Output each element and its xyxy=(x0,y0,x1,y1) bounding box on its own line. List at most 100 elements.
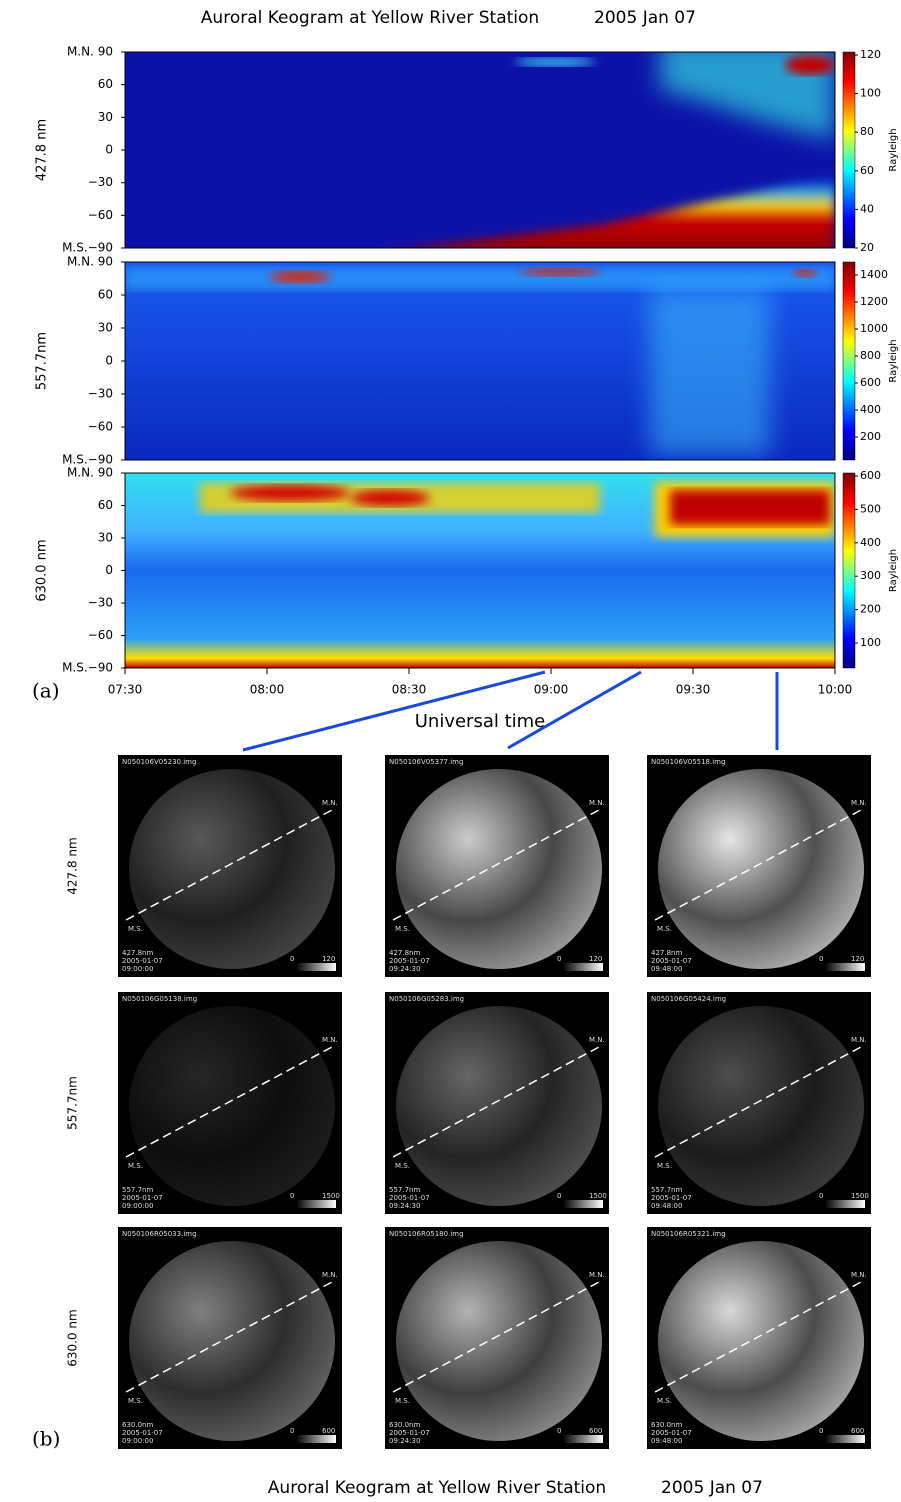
sky-image: N050106G05138.img M.N. M.S. 557.7nm2005-01-… xyxy=(118,992,342,1214)
caption-wavelength: 630.0nm xyxy=(122,1421,153,1429)
meridian xyxy=(654,809,862,921)
colorbar-title: Rayleigh xyxy=(888,128,899,171)
file-name: N050106R05321.img xyxy=(651,1230,726,1238)
caption-date: 2005-01-07 xyxy=(389,1194,430,1202)
y-tick-label: M.S.−90 xyxy=(62,241,113,255)
meridian xyxy=(125,1281,333,1393)
caption-time: 09:00:00 xyxy=(122,1202,153,1210)
caption-time: 09:24:30 xyxy=(389,1202,420,1210)
caption-time: 09:48:00 xyxy=(651,1202,682,1210)
y-tick-label: 0 xyxy=(105,354,113,368)
south-label: M.S. xyxy=(657,1397,672,1405)
south-label: M.S. xyxy=(128,1162,143,1170)
sky-image: N050106V05377.img M.N. M.S. 427.8nm2005-01-… xyxy=(385,755,609,977)
colorbar xyxy=(842,261,856,461)
y-tick-label: M.N. 90 xyxy=(67,255,113,269)
x-tick-label: 09:30 xyxy=(676,683,711,697)
meridian xyxy=(654,1281,862,1393)
caption-wavelength: 427.8nm xyxy=(389,949,420,957)
colorbar-tick-label: 120 xyxy=(860,48,881,61)
keogram-image xyxy=(125,52,835,248)
caption-date: 2005-01-07 xyxy=(651,957,692,965)
sky-image: N050106V05518.img M.N. M.S. 427.8nm2005-01-… xyxy=(647,755,871,977)
caption-date: 2005-01-07 xyxy=(122,1194,163,1202)
intensity-scale xyxy=(825,963,865,971)
scale-min: 0 xyxy=(557,1427,561,1435)
south-label: M.S. xyxy=(657,925,672,933)
colorbar-title: Rayleigh xyxy=(888,549,899,592)
south-label: M.S. xyxy=(657,1162,672,1170)
file-name: N050106G05138.img xyxy=(122,995,197,1003)
meridian xyxy=(125,1046,333,1158)
sky-disk xyxy=(396,769,602,969)
y-tick-label: M.S.−90 xyxy=(62,661,113,675)
y-tick-label: M.N. 90 xyxy=(67,466,113,480)
colorbar-tick-label: 200 xyxy=(860,430,881,443)
caption-time: 09:24:30 xyxy=(389,1437,420,1445)
x-tick-label: 09:00 xyxy=(534,683,569,697)
y-tick-label: M.S.−90 xyxy=(62,453,113,467)
caption-time: 09:48:00 xyxy=(651,965,682,973)
row-label: 630.0 nm xyxy=(66,1309,80,1366)
caption-date: 2005-01-07 xyxy=(122,957,163,965)
keogram-image xyxy=(125,473,835,668)
y-tick-label: 0 xyxy=(105,143,113,157)
caption-date: 2005-01-07 xyxy=(651,1194,692,1202)
sky-image: N050106V05230.img M.N. M.S. 427.8nm2005-01-… xyxy=(118,755,342,977)
caption-date: 2005-01-07 xyxy=(122,1429,163,1437)
scale-max: 1500 xyxy=(851,1192,869,1200)
colorbar-tick-label: 200 xyxy=(860,603,881,616)
row-label: 557.7nm xyxy=(66,1076,80,1130)
north-label: M.N. xyxy=(851,799,867,807)
y-axis-title: 630.0 nm xyxy=(35,539,50,601)
y-axis-title: 557.7nm xyxy=(35,332,50,390)
caption-time: 09:48:00 xyxy=(651,1437,682,1445)
meridian xyxy=(392,809,600,921)
colorbar-tick-label: 500 xyxy=(860,502,881,515)
connector-lines xyxy=(242,670,779,752)
y-tick-label: −60 xyxy=(88,628,113,642)
intensity-scale xyxy=(825,1435,865,1443)
y-axis-title: 427.8 nm xyxy=(35,119,50,181)
sky-disk xyxy=(658,1241,864,1441)
intensity-scale xyxy=(563,1200,603,1208)
intensity-scale xyxy=(825,1200,865,1208)
colorbar-tick-label: 1400 xyxy=(860,268,888,281)
sky-disk xyxy=(658,1006,864,1206)
y-tick-label: −30 xyxy=(88,175,113,189)
caption-time: 09:00:00 xyxy=(122,1437,153,1445)
connector xyxy=(242,670,546,752)
north-label: M.N. xyxy=(322,1036,338,1044)
colorbar-tick-label: 100 xyxy=(860,636,881,649)
caption-wavelength: 557.7nm xyxy=(651,1186,682,1194)
panel-label: (b) xyxy=(32,1427,60,1451)
caption-wavelength: 630.0nm xyxy=(651,1421,682,1429)
intensity-scale xyxy=(563,963,603,971)
sky-image: N050106R05180.img M.N. M.S. 630.0nm2005-01-… xyxy=(385,1227,609,1449)
north-label: M.N. xyxy=(322,1271,338,1279)
colorbar-tick-label: 400 xyxy=(860,536,881,549)
north-label: M.N. xyxy=(851,1036,867,1044)
colorbar-tick-label: 40 xyxy=(860,202,874,215)
colorbar xyxy=(842,51,856,249)
caption-date: 2005-01-07 xyxy=(389,1429,430,1437)
colorbar-tick-label: 400 xyxy=(860,403,881,416)
scale-max: 1500 xyxy=(322,1192,340,1200)
intensity-scale xyxy=(296,1200,336,1208)
sky-image: N050106R05321.img M.N. M.S. 630.0nm2005-01-… xyxy=(647,1227,871,1449)
colorbar-tick-label: 600 xyxy=(860,469,881,482)
caption-date: 2005-01-07 xyxy=(389,957,430,965)
connector xyxy=(507,670,642,750)
y-tick-label: 60 xyxy=(98,498,113,512)
south-label: M.S. xyxy=(395,925,410,933)
colorbar-tick-label: 1200 xyxy=(860,295,888,308)
south-label: M.S. xyxy=(128,925,143,933)
colorbar-tick-label: 60 xyxy=(860,164,874,177)
scale-max: 1500 xyxy=(589,1192,607,1200)
file-name: N050106V05377.img xyxy=(389,758,463,766)
caption-wavelength: 427.8nm xyxy=(122,949,153,957)
scale-min: 0 xyxy=(290,955,294,963)
scale-min: 0 xyxy=(290,1427,294,1435)
scale-max: 120 xyxy=(322,955,335,963)
